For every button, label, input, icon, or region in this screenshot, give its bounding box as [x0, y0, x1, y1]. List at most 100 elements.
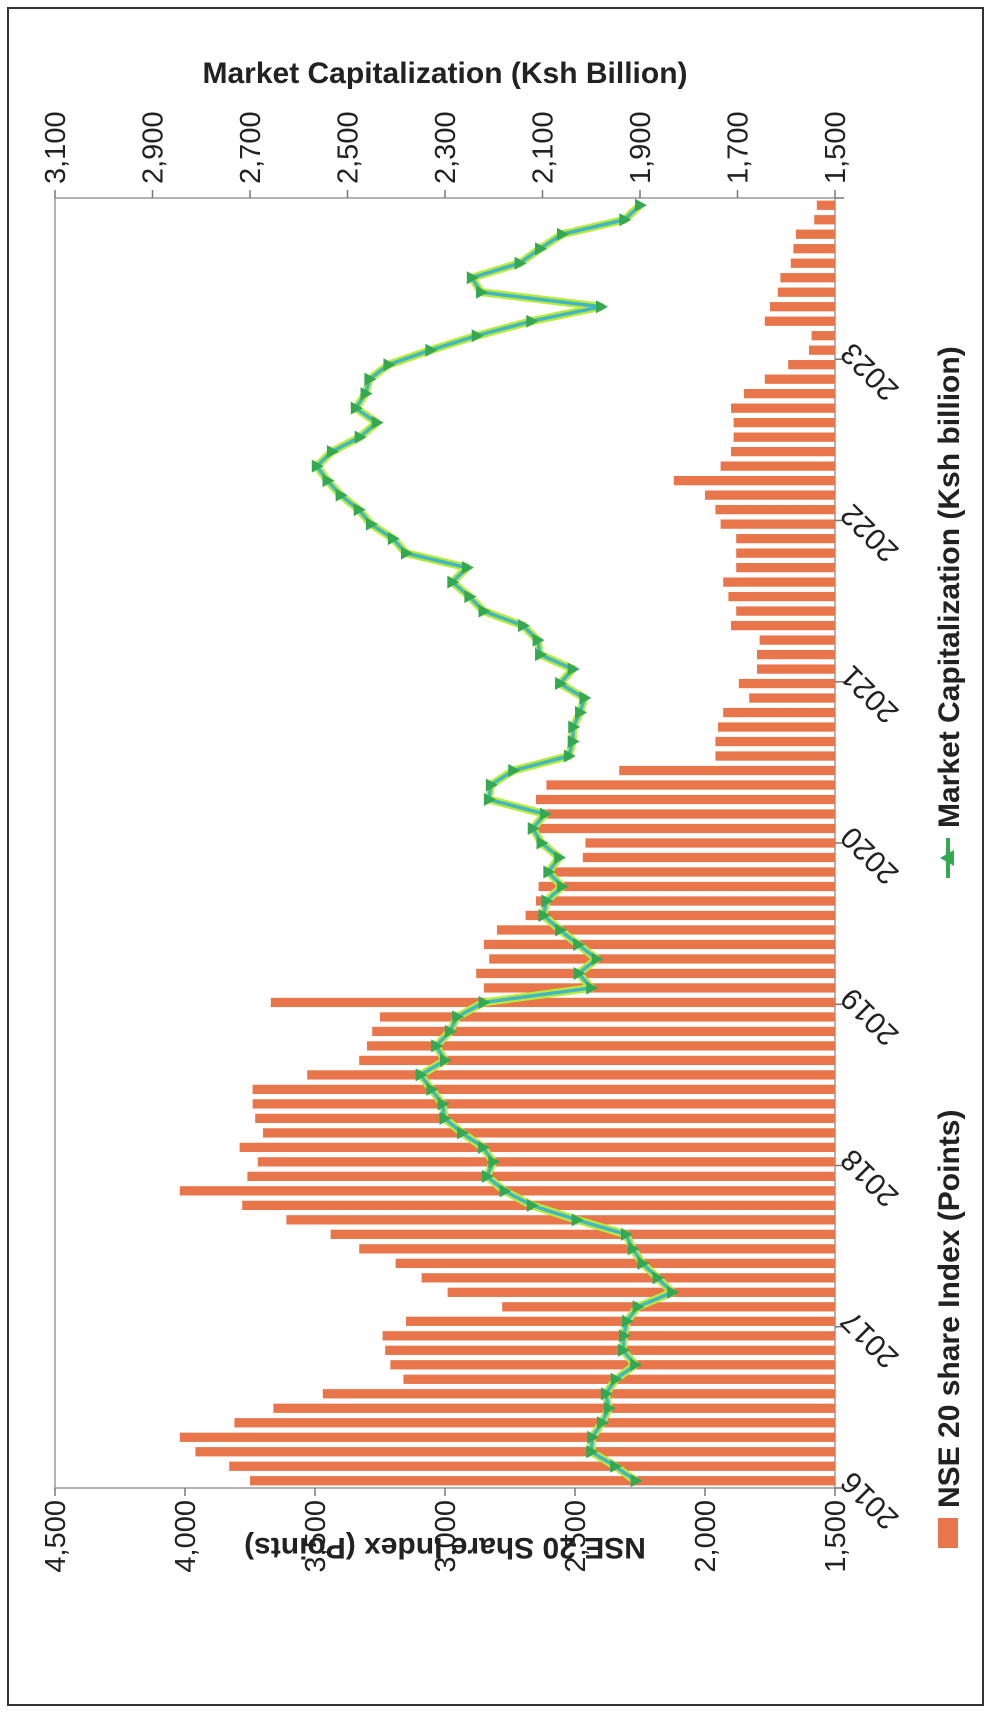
- y2-tick-label: 2,700: [235, 111, 267, 184]
- y2-tick-label: 2,500: [333, 111, 365, 184]
- bar: [359, 1244, 835, 1254]
- line-point: [637, 1256, 650, 1270]
- y-tick-label: 1,500: [820, 1500, 852, 1573]
- line-point: [586, 1445, 599, 1459]
- bar: [554, 867, 835, 877]
- y2-tick-label: 1,500: [820, 111, 852, 184]
- bar: [582, 852, 835, 863]
- line-point: [600, 1387, 613, 1401]
- line-point: [488, 1155, 501, 1169]
- bar: [757, 664, 835, 674]
- bar: [788, 360, 836, 370]
- bar: [736, 606, 836, 616]
- line-point: [555, 677, 568, 691]
- line-point: [401, 546, 413, 560]
- bar: [395, 1258, 835, 1268]
- bar: [406, 1316, 835, 1326]
- bar: [723, 577, 836, 587]
- bar: [736, 533, 836, 544]
- line-point: [478, 1140, 491, 1154]
- line-point: [527, 822, 540, 836]
- line-point: [526, 1198, 539, 1212]
- line-point: [464, 590, 477, 604]
- line-point: [326, 445, 339, 459]
- line-point: [483, 793, 496, 807]
- line-point: [554, 850, 567, 864]
- bar: [270, 997, 835, 1008]
- bar: [195, 1447, 835, 1457]
- line-point: [457, 1126, 470, 1140]
- bar: [720, 519, 835, 529]
- line-point: [415, 1068, 428, 1082]
- line-point: [353, 503, 366, 517]
- line-point: [543, 865, 556, 879]
- bar: [619, 765, 836, 776]
- bar: [796, 229, 835, 239]
- bars-layer: [179, 200, 836, 1486]
- line-point: [478, 604, 491, 618]
- bar: [367, 1041, 835, 1051]
- bar: [538, 881, 835, 892]
- legend-line-marker: [940, 850, 954, 866]
- line-point: [532, 633, 545, 647]
- line-point: [350, 401, 363, 415]
- line-point: [335, 488, 348, 502]
- bar: [252, 1084, 836, 1095]
- bar: [263, 1128, 835, 1138]
- line-point: [431, 1039, 444, 1053]
- line-point: [630, 1358, 643, 1372]
- bar: [229, 1461, 835, 1471]
- line-point: [596, 300, 608, 314]
- line-point: [541, 894, 554, 908]
- bar: [790, 258, 835, 268]
- line-point: [499, 1184, 512, 1198]
- line-point: [440, 1053, 452, 1067]
- bar: [286, 1215, 835, 1225]
- line-point: [478, 995, 491, 1009]
- line-point: [591, 952, 604, 966]
- bar: [764, 374, 835, 384]
- y-tick-label: 3,000: [430, 1500, 462, 1573]
- line-point: [603, 1401, 616, 1415]
- bar: [307, 1070, 835, 1080]
- bar: [536, 896, 835, 906]
- line-point: [620, 1227, 633, 1241]
- y2-tick-label: 2,100: [528, 111, 560, 184]
- bar: [257, 1157, 835, 1167]
- line-point: [610, 1372, 623, 1386]
- line-point: [322, 474, 335, 488]
- line-point: [557, 879, 569, 893]
- bar: [777, 287, 835, 297]
- line-point: [518, 619, 530, 633]
- bar: [234, 1418, 835, 1428]
- bar: [447, 1287, 835, 1297]
- bar: [731, 447, 835, 457]
- y2-tick-label: 1,900: [625, 111, 657, 184]
- bar: [715, 736, 836, 747]
- bar: [502, 1302, 835, 1312]
- line-point: [535, 242, 548, 256]
- line-point: [610, 1459, 623, 1473]
- bar: [715, 504, 836, 515]
- line-point: [481, 1169, 494, 1183]
- bar: [733, 418, 835, 428]
- y-tick-label: 4,500: [40, 1500, 72, 1573]
- line-point: [619, 213, 632, 227]
- bar: [749, 693, 836, 703]
- line-point: [627, 1242, 640, 1256]
- line-point: [621, 1314, 634, 1328]
- line-point: [568, 720, 581, 734]
- bar: [757, 649, 835, 660]
- line-point: [526, 314, 539, 328]
- bar: [476, 968, 835, 979]
- line-point: [461, 561, 474, 575]
- bar: [585, 838, 836, 848]
- chart-rotated-group: 1,500 2,000 2,500 3,000 3,500 4,000 4,500 1,500…: [40, 57, 966, 1573]
- bar: [484, 939, 835, 950]
- line-point: [538, 908, 551, 922]
- line-point: [596, 1416, 609, 1430]
- bar: [728, 591, 836, 602]
- bar: [736, 548, 836, 558]
- bar: [673, 476, 835, 486]
